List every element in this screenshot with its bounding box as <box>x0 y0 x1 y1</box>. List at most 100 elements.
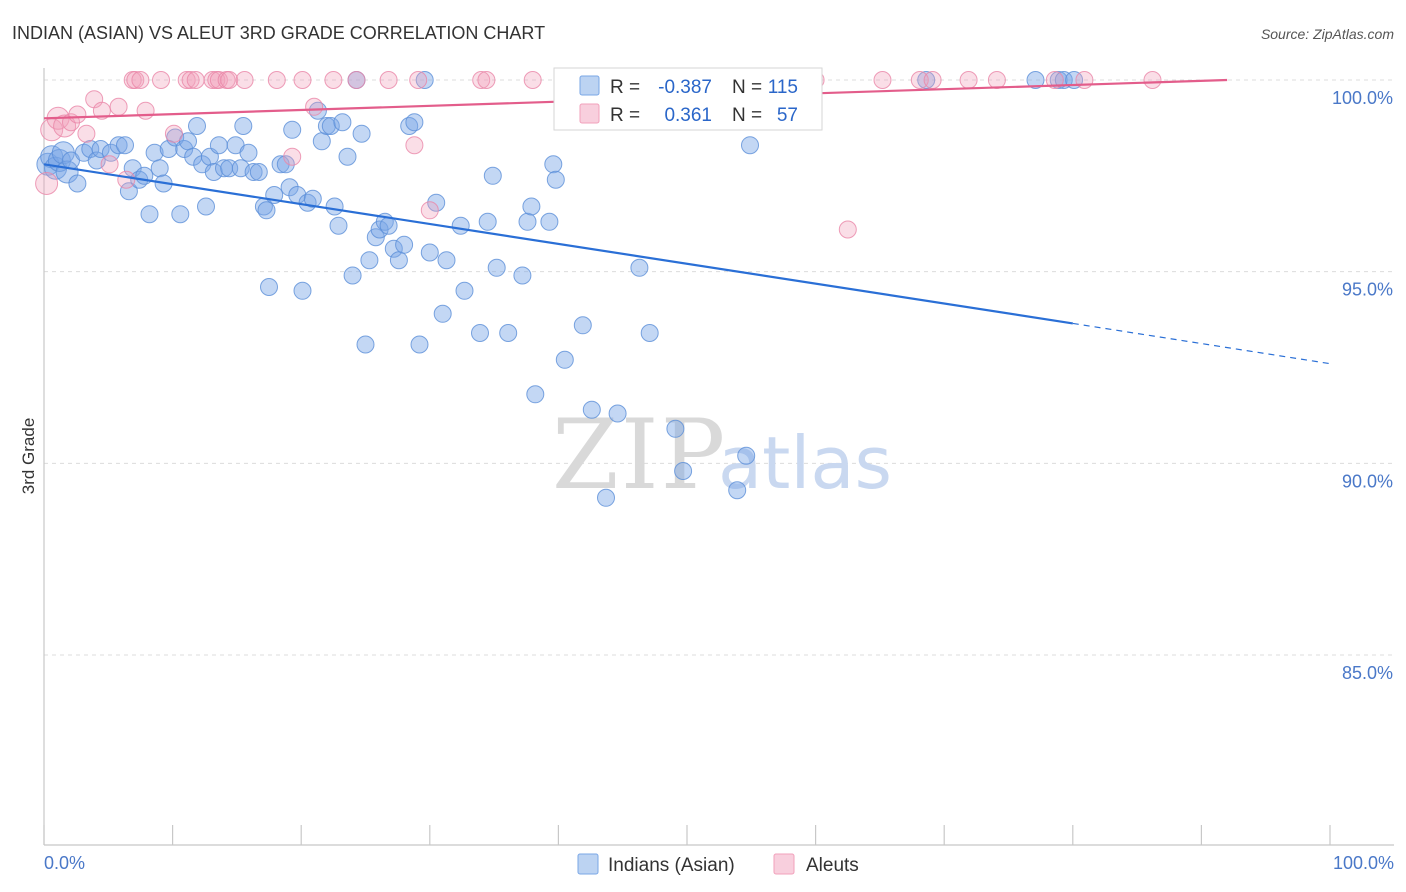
point-0-58 <box>321 117 340 135</box>
point-1-30 <box>305 97 324 116</box>
point-0-9 <box>81 140 100 158</box>
point-0-72 <box>384 239 403 258</box>
point-0-99 <box>582 400 601 419</box>
point-0-33 <box>204 163 223 181</box>
point-0-110 <box>917 71 936 89</box>
legend-r-label-aleuts: R = <box>610 105 640 126</box>
point-1-16 <box>152 71 170 89</box>
trend-line-0 <box>43 163 1073 325</box>
point-0-39 <box>234 117 253 135</box>
point-1-6 <box>77 124 96 143</box>
x-tick-label-right: 100.0% <box>1333 853 1394 873</box>
point-0-95 <box>544 155 563 174</box>
y-tick-label-0: 100.0% <box>1332 88 1393 108</box>
point-1-39 <box>523 71 542 89</box>
point-0-73 <box>389 251 408 270</box>
series-legend: Indians (Asian) Aleuts <box>577 853 859 876</box>
point-0-7 <box>68 174 87 193</box>
point-1-28 <box>283 147 302 166</box>
point-0-92 <box>522 197 541 216</box>
point-0-48 <box>276 155 295 174</box>
point-0-44 <box>257 201 276 220</box>
point-1-29 <box>293 71 312 89</box>
y-tick-label-2: 90.0% <box>1342 471 1393 491</box>
legend-r-label-indians: R = <box>610 77 640 98</box>
point-0-34 <box>209 136 228 155</box>
point-0-60 <box>329 216 348 235</box>
point-0-98 <box>573 316 592 335</box>
point-1-15 <box>136 101 155 120</box>
point-0-52 <box>293 281 312 300</box>
legend-n-label-aleuts: N = <box>732 105 762 126</box>
point-0-87 <box>483 166 502 185</box>
point-1-53 <box>987 71 1006 89</box>
legend-n-value-indians: 115 <box>768 77 798 98</box>
point-1-11 <box>117 170 136 189</box>
point-1-19 <box>181 71 200 89</box>
point-0-111 <box>1026 71 1045 89</box>
point-0-63 <box>343 266 362 285</box>
point-1-49 <box>873 71 892 89</box>
point-1-23 <box>209 71 228 89</box>
y-tick-label-1: 95.0% <box>1342 280 1393 300</box>
point-1-13 <box>126 71 145 89</box>
point-1-8 <box>92 101 111 120</box>
point-0-97 <box>555 350 574 369</box>
point-0-108 <box>737 446 756 465</box>
y-axis-label: 3rd Grade <box>19 418 38 495</box>
point-1-34 <box>405 136 424 155</box>
point-0-74 <box>395 235 414 254</box>
chart-title: INDIAN (ASIAN) VS ALEUT 3RD GRADE CORREL… <box>12 23 545 43</box>
point-0-79 <box>420 243 439 262</box>
point-0-101 <box>608 404 627 423</box>
point-0-84 <box>455 281 474 300</box>
point-1-5 <box>68 105 87 124</box>
point-1-56 <box>1143 71 1162 89</box>
point-0-109 <box>741 136 759 155</box>
point-0-65 <box>352 124 371 143</box>
point-1-52 <box>959 71 978 89</box>
point-0-89 <box>499 324 518 342</box>
y-tick-label-3: 85.0% <box>1342 663 1393 683</box>
point-0-67 <box>360 251 379 270</box>
watermark: ZIP atlas <box>552 399 892 511</box>
point-1-51 <box>923 71 942 89</box>
point-0-94 <box>540 212 559 231</box>
point-0-14 <box>116 136 134 155</box>
point-0-77 <box>410 335 429 354</box>
point-1-54 <box>1045 71 1064 89</box>
legend-n-label-indians: N = <box>732 77 762 98</box>
point-0-81 <box>433 304 452 323</box>
legend-n-value-aleuts: 57 <box>777 105 798 126</box>
point-0-50 <box>283 120 302 139</box>
point-0-41 <box>244 163 263 181</box>
point-0-42 <box>249 163 268 181</box>
point-1-37 <box>472 71 491 89</box>
point-0-71 <box>379 216 398 235</box>
point-0-106 <box>674 462 693 480</box>
point-0-80 <box>427 193 446 212</box>
point-1-32 <box>347 71 366 89</box>
point-1-50 <box>910 71 929 89</box>
legend-r-value-indians: -0.387 <box>658 77 712 98</box>
axes <box>43 68 1394 846</box>
point-1-14 <box>131 71 150 89</box>
point-0-88 <box>487 258 506 277</box>
watermark-zip: ZIP <box>552 399 727 511</box>
point-1-25 <box>220 71 239 89</box>
point-1-0 <box>35 172 59 195</box>
stats-legend: R = -0.387 N = 115 R = 0.361 N = 57 <box>553 67 823 131</box>
point-0-107 <box>728 481 747 500</box>
point-0-54 <box>303 189 322 208</box>
legend-swatch-aleuts <box>579 103 600 124</box>
point-0-13 <box>109 136 128 155</box>
point-1-3 <box>53 114 77 138</box>
point-0-11 <box>91 140 110 158</box>
point-0-49 <box>280 178 299 197</box>
watermark-atlas: atlas <box>718 421 892 505</box>
point-0-56 <box>312 132 331 151</box>
legend-r-value-aleuts: 0.361 <box>664 105 712 126</box>
point-0-103 <box>640 324 659 342</box>
point-1-55 <box>1075 71 1094 89</box>
